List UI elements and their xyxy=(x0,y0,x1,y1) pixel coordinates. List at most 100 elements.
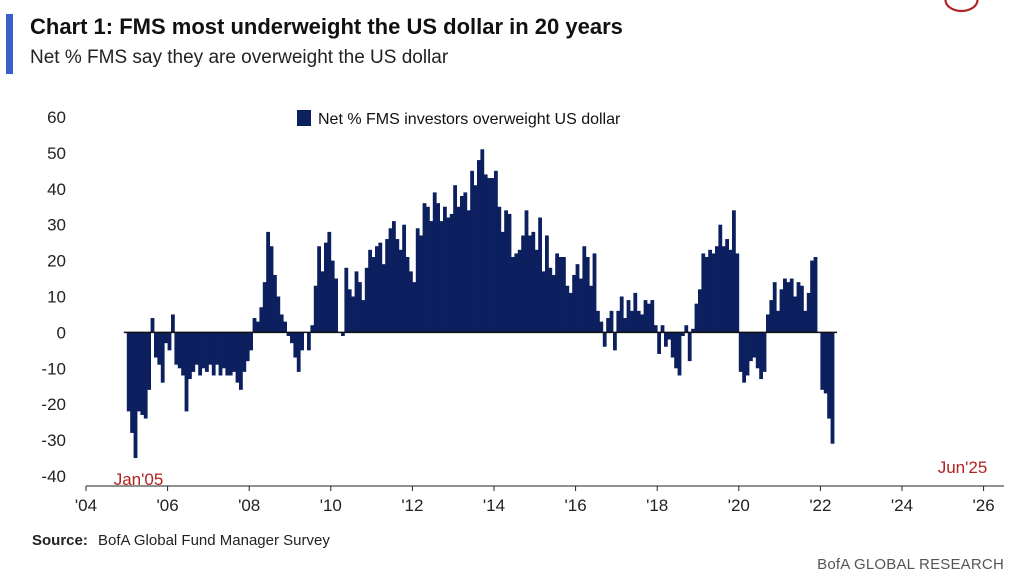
bar xyxy=(592,253,597,333)
bar xyxy=(735,253,740,333)
bar xyxy=(800,285,804,333)
bar xyxy=(681,332,685,336)
bar xyxy=(426,206,430,333)
bar xyxy=(789,278,794,333)
bar xyxy=(371,257,376,333)
bar xyxy=(466,210,471,333)
bar xyxy=(511,257,515,333)
bar xyxy=(827,332,831,419)
bar xyxy=(167,332,172,351)
bar xyxy=(704,257,709,333)
bar xyxy=(130,332,134,433)
bar xyxy=(211,332,216,376)
bar xyxy=(313,285,318,333)
bar xyxy=(154,332,158,358)
bar xyxy=(239,332,243,390)
bar xyxy=(269,246,274,333)
bar xyxy=(385,239,389,333)
bar xyxy=(310,325,315,333)
bar xyxy=(497,206,502,333)
bar xyxy=(307,332,311,351)
bar xyxy=(636,310,641,333)
bar xyxy=(647,303,651,333)
bar xyxy=(483,174,488,333)
x-tick-label: '18 xyxy=(646,496,668,515)
bar xyxy=(327,231,332,333)
bar xyxy=(137,332,141,412)
bar xyxy=(443,206,447,333)
x-tick-label: '08 xyxy=(238,496,260,515)
x-tick-label: '26 xyxy=(973,496,995,515)
bar xyxy=(674,332,678,369)
bar xyxy=(463,192,468,333)
x-tick-label: '06 xyxy=(157,496,179,515)
x-tick-label: '22 xyxy=(809,496,831,515)
bar xyxy=(504,210,508,333)
bar xyxy=(786,282,791,333)
bar xyxy=(194,332,199,365)
bar xyxy=(419,235,423,333)
bar xyxy=(521,235,525,333)
title-accent-bar xyxy=(6,14,13,74)
bar xyxy=(514,253,519,333)
bar xyxy=(429,221,434,333)
bar xyxy=(745,332,750,376)
bar xyxy=(538,217,542,333)
bar xyxy=(368,249,372,333)
y-tick-label: -20 xyxy=(41,395,66,414)
bar xyxy=(392,221,396,333)
bar xyxy=(715,246,719,333)
y-tick-label: 10 xyxy=(47,288,66,307)
bar xyxy=(235,332,240,383)
bar xyxy=(640,314,644,333)
bar xyxy=(259,307,264,333)
bar xyxy=(698,289,702,333)
bar xyxy=(708,249,712,333)
bar xyxy=(749,332,753,362)
bar xyxy=(755,332,760,369)
bar xyxy=(439,221,444,333)
annotation-circle xyxy=(944,0,979,13)
bar xyxy=(823,332,828,394)
bar xyxy=(188,332,192,380)
bar xyxy=(157,332,162,365)
bar xyxy=(630,310,634,333)
bar xyxy=(395,239,400,333)
bar xyxy=(759,332,763,380)
bar xyxy=(205,332,209,372)
bar xyxy=(378,242,383,333)
bar xyxy=(412,282,417,333)
bar xyxy=(279,314,284,333)
bar xyxy=(256,321,260,333)
bar xyxy=(582,246,587,333)
bar xyxy=(249,332,253,351)
bar xyxy=(551,274,556,333)
bar xyxy=(803,310,808,333)
bar xyxy=(572,274,576,333)
bar xyxy=(330,260,335,333)
bar xyxy=(228,332,233,376)
y-tick-label: 60 xyxy=(47,108,66,127)
bar xyxy=(436,203,440,333)
y-tick-label: 30 xyxy=(47,216,66,235)
bar xyxy=(609,310,614,333)
bar xyxy=(541,271,546,333)
bar xyxy=(133,332,138,459)
bar xyxy=(670,332,675,358)
bar xyxy=(140,332,145,415)
bar xyxy=(334,278,338,333)
bar xyxy=(266,231,270,333)
bar xyxy=(300,332,304,351)
bar xyxy=(324,242,328,333)
bar xyxy=(174,332,179,365)
bar xyxy=(820,332,825,390)
bar xyxy=(793,296,797,333)
bar xyxy=(208,332,213,365)
y-tick-label: -40 xyxy=(41,467,66,486)
bar xyxy=(252,318,257,333)
bar xyxy=(626,300,631,333)
bar xyxy=(232,332,236,372)
bar xyxy=(718,224,723,333)
bar xyxy=(181,332,185,376)
bar xyxy=(769,300,774,333)
